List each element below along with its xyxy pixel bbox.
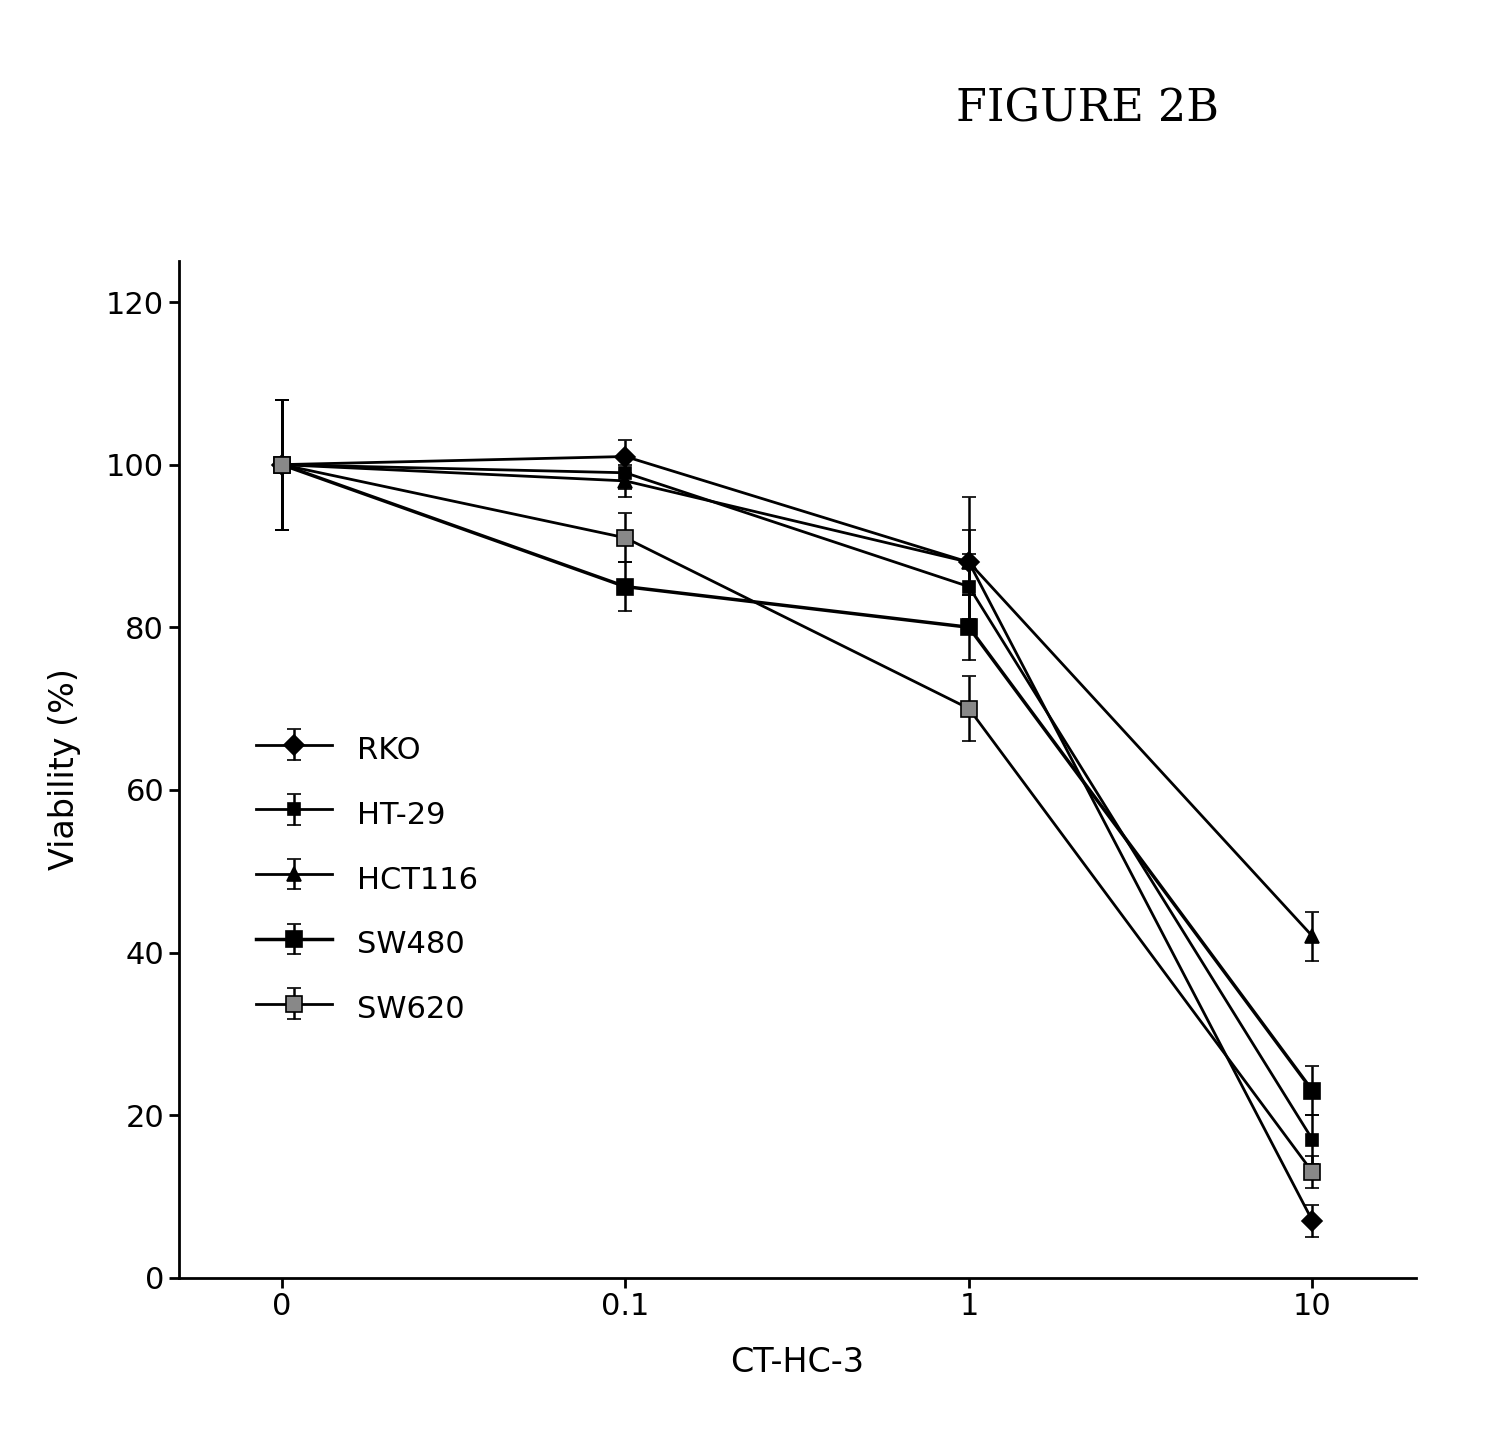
Text: FIGURE 2B: FIGURE 2B bbox=[957, 87, 1219, 131]
X-axis label: CT-HC-3: CT-HC-3 bbox=[730, 1346, 864, 1379]
Legend: RKO, HT-29, HCT116, SW480, SW620: RKO, HT-29, HCT116, SW480, SW620 bbox=[243, 719, 490, 1038]
Y-axis label: Viability (%): Viability (%) bbox=[48, 668, 80, 871]
